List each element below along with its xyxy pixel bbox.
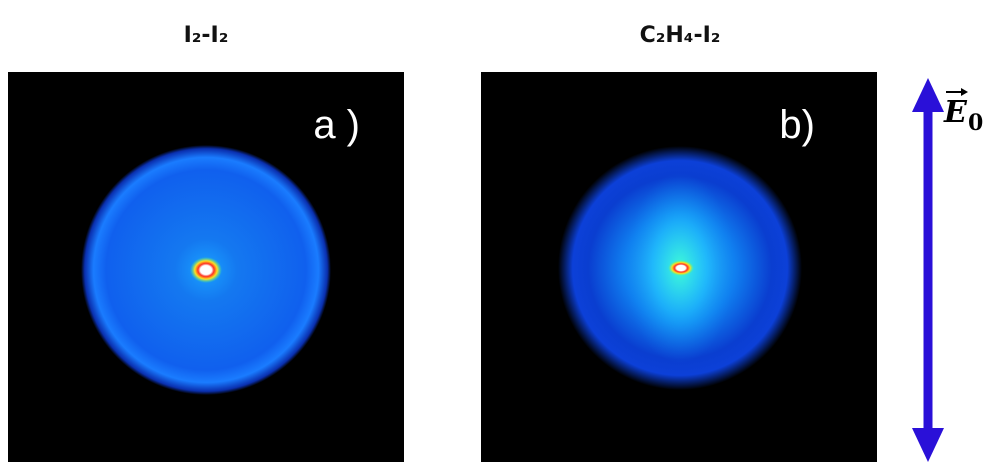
field-label: E 0 [943, 88, 983, 136]
panel-b: b) [481, 72, 877, 462]
field-arrow [912, 78, 944, 462]
panel-a: a ) [8, 72, 404, 462]
arrow-head [912, 78, 944, 112]
center-spot [190, 257, 222, 283]
field-subscript: 0 [968, 110, 983, 136]
panel-title: I₂-I₂ [184, 23, 229, 48]
panel-label: b) [779, 103, 815, 147]
panel-title: C₂H₄-I₂ [640, 23, 721, 48]
field-symbol: E [943, 95, 968, 130]
panel-label: a ) [313, 103, 360, 147]
arrow-head [912, 428, 944, 462]
center-spot [668, 260, 694, 276]
figure: I₂-I₂ C₂H₄-I₂ a ) b) E 0 [0, 0, 991, 462]
